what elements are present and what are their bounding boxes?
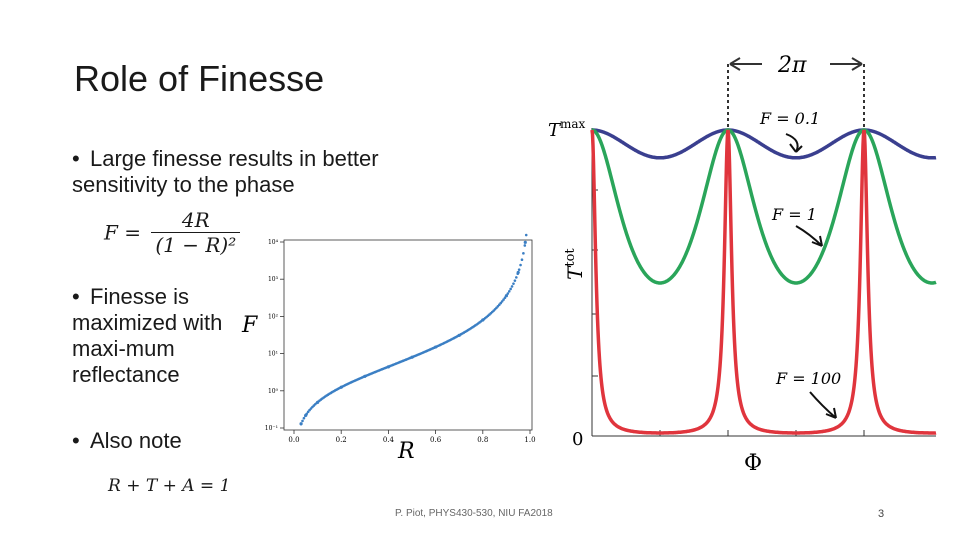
small-plot-point xyxy=(502,298,505,301)
curve-pointer-f01 xyxy=(785,133,803,153)
small-plot-y-tick-label: 10² xyxy=(268,313,279,320)
small-plot-data-point xyxy=(316,400,320,404)
small-plot-point xyxy=(513,279,517,282)
small-plot-y-tick-label: 10¹ xyxy=(268,351,278,358)
small-plot-xlabel: R xyxy=(397,439,415,464)
curve-f1 xyxy=(591,128,937,285)
formula-lhs: F = xyxy=(104,220,141,245)
small-plot-data-point xyxy=(410,355,414,359)
small-plot-point xyxy=(306,410,310,414)
small-plot-data-point xyxy=(516,270,520,275)
small-plot-x-tick-label: 0.6 xyxy=(430,436,442,444)
small-plot-x-tick-label: 0.4 xyxy=(383,436,395,444)
small-plot-data-point xyxy=(304,413,308,417)
small-plot-x-tick-label: 0.8 xyxy=(477,436,488,444)
bullet-dot: • xyxy=(72,284,80,309)
small-plot-y-tick-label: 10³ xyxy=(268,276,279,283)
curve-pointer-f100 xyxy=(809,391,837,419)
small-plot-point xyxy=(499,301,503,305)
bullet-dot: • xyxy=(72,146,80,171)
big-plot-xlabel: Φ xyxy=(744,451,762,476)
small-plot-y-tick-label: 10⁰ xyxy=(268,388,279,395)
small-plot-point xyxy=(520,258,524,262)
bullet-dot: • xyxy=(72,428,80,453)
formula-numerator: 4R xyxy=(151,208,241,233)
curve-pointer-f1 xyxy=(795,225,823,247)
bullet-large-finesse: • Large finesse results in better sensiti… xyxy=(72,146,452,198)
tmax-sup: max xyxy=(560,117,586,131)
formula-denominator: (1 − R)² xyxy=(155,233,237,257)
page-number: 3 xyxy=(878,508,885,520)
small-plot-point xyxy=(510,285,514,288)
period-arrow-right xyxy=(830,57,863,71)
small-plot-x-ticks: 0.0 0.2 0.4 0.6 0.8 1.0 xyxy=(288,430,536,444)
curve-label-f01: F = 0.1 xyxy=(759,109,820,128)
small-plot-point xyxy=(522,252,525,255)
small-plot-data-point xyxy=(481,318,485,322)
bullet-text: Large finesse results in better sensitiv… xyxy=(72,146,379,197)
big-plot-ticks xyxy=(592,189,865,436)
small-plot-x-tick-label: 0.0 xyxy=(288,436,299,444)
curve-label-f100: F = 100 xyxy=(775,369,841,388)
energy-conservation-equation: R + T + A = 1 xyxy=(108,476,231,496)
small-plot-point xyxy=(515,276,518,279)
finesse-vs-reflectance-plot: F R 0.0 0.2 0.4 0.6 0.8 1.0 10⁻¹10⁰10¹10²10³1… xyxy=(241,233,536,464)
ttot-sup: tot xyxy=(563,248,578,267)
small-plot-point xyxy=(517,268,521,271)
bullet-maximized: • Finesse is maximized with maxi-mum refl… xyxy=(72,284,242,388)
small-plot-point xyxy=(506,292,510,295)
big-plot-curves xyxy=(590,128,937,435)
curve-f100 xyxy=(590,129,937,435)
period-label: 2π xyxy=(777,53,807,78)
small-plot-point xyxy=(512,282,515,285)
small-plot-data-point xyxy=(523,240,527,244)
small-plot-y-tick-label: 10⁴ xyxy=(268,239,279,246)
tmax-T: T xyxy=(548,120,562,141)
zero-label: 0 xyxy=(572,429,583,450)
small-plot-data-point xyxy=(386,365,390,369)
big-plot-ylabel-group: Ttot xyxy=(563,248,587,280)
small-plot-point xyxy=(507,290,511,293)
curve-f01 xyxy=(592,128,937,160)
small-plot-y-ticks: 10⁻¹ 10⁰ 10¹ 10² 10³ 10⁴ xyxy=(265,239,284,432)
bullet-also-note: • Also note xyxy=(72,428,272,454)
finesse-formula: F = 4R (1 − R)² xyxy=(104,208,241,257)
small-plot-data-point xyxy=(339,385,343,389)
small-plot-y-tick-label: 10⁻¹ xyxy=(265,425,278,432)
small-plot-data-point xyxy=(457,333,461,337)
small-plot-point xyxy=(500,300,504,303)
small-plot-point xyxy=(519,263,522,267)
small-plot-point xyxy=(509,287,512,291)
ttot-T: T xyxy=(563,265,587,280)
tmax-label: Tmax xyxy=(548,117,586,141)
small-plot-point xyxy=(301,419,304,423)
small-plot-point xyxy=(523,244,527,247)
bullet-text: Also note xyxy=(90,428,182,453)
small-plot-data-point xyxy=(504,294,508,298)
small-plot-x-tick-label: 1.0 xyxy=(524,436,535,444)
small-plot-data-point xyxy=(299,422,303,426)
small-plot-data-point xyxy=(434,345,438,349)
period-arrow-left xyxy=(729,57,762,71)
plot-frame xyxy=(283,239,533,431)
small-plot-points xyxy=(299,233,528,426)
big-plot-ylabel: Ttot xyxy=(563,248,587,280)
transmission-vs-phase-plot: 2π Tmax Ttot 0 Φ F = 0.1 F = 1 F = 100 xyxy=(548,53,937,476)
slide-title: Role of Finesse xyxy=(74,58,325,99)
small-plot-ylabel: F xyxy=(241,313,258,338)
small-plot-point xyxy=(302,416,306,420)
small-plot-x-tick-label: 0.2 xyxy=(336,436,347,444)
small-plot-point xyxy=(524,233,528,237)
small-plot-data-point xyxy=(363,374,367,378)
slide-footer: P. Piot, PHYS430-530, NIU FA2018 xyxy=(395,508,553,519)
bullet-text: Finesse is maximized with maxi-mum refle… xyxy=(72,284,223,387)
curve-label-f1: F = 1 xyxy=(771,205,817,224)
